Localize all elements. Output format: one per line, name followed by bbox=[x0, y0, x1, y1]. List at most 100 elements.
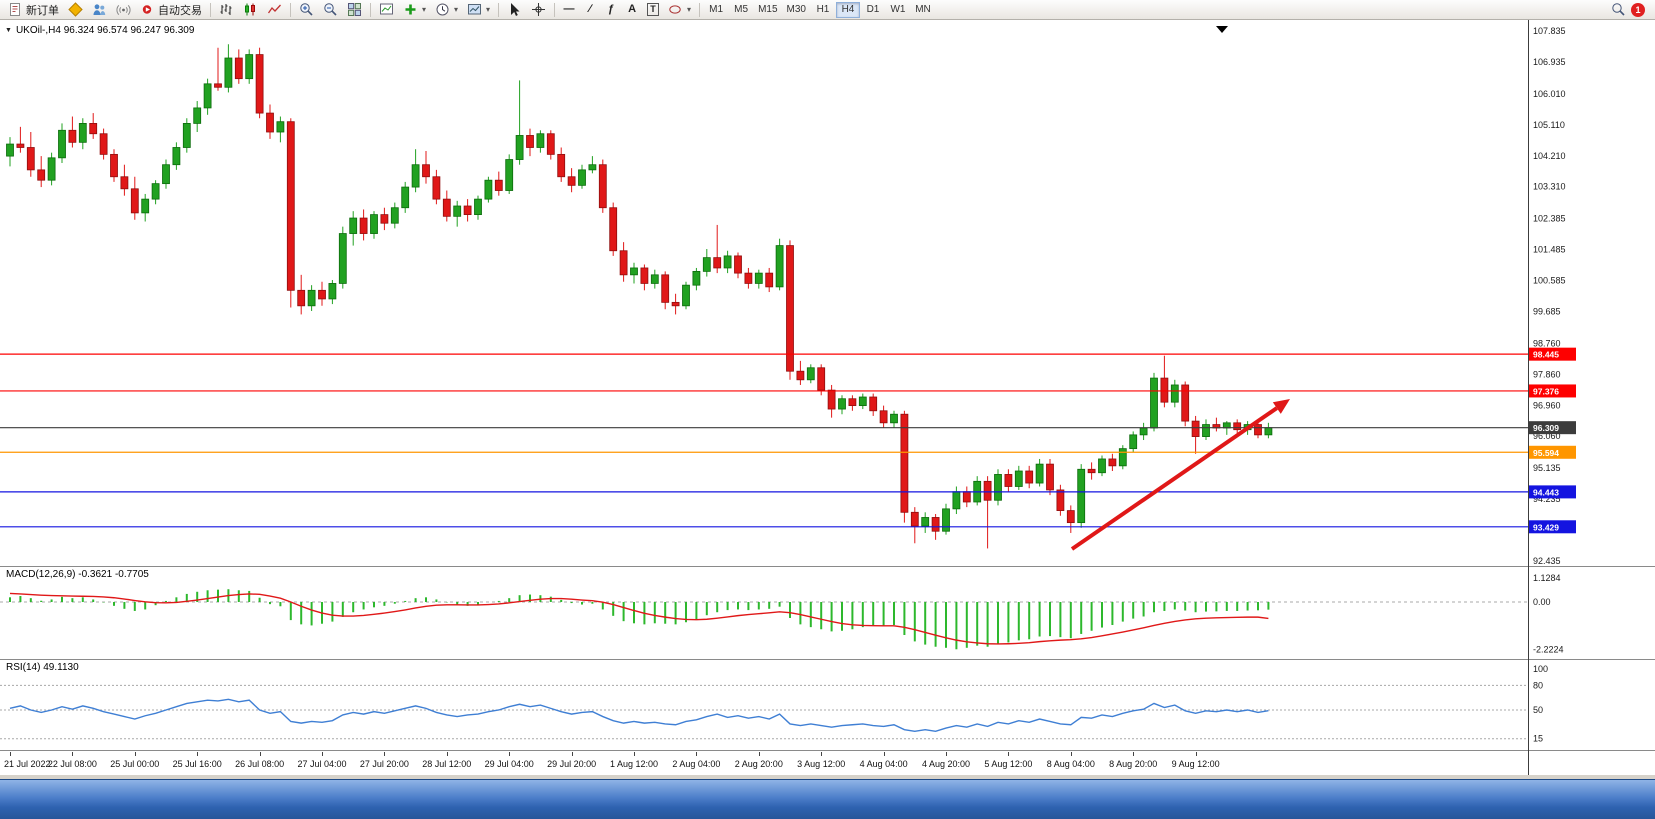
hline-tool-button[interactable]: — bbox=[559, 1, 579, 19]
trendline-tool-button[interactable]: ∕ bbox=[580, 1, 600, 19]
label-tool-button[interactable]: T bbox=[643, 1, 663, 19]
chart-line-button[interactable] bbox=[263, 1, 286, 19]
dropdown-icon: ▾ bbox=[454, 5, 459, 14]
svg-text:105.110: 105.110 bbox=[1533, 120, 1565, 130]
panel-divider-macd-rsi[interactable] bbox=[0, 659, 1655, 660]
svg-text:98.445: 98.445 bbox=[1533, 350, 1559, 360]
svg-text:1.1284: 1.1284 bbox=[1533, 573, 1561, 583]
svg-text:107.835: 107.835 bbox=[1533, 26, 1566, 36]
zoom-out-button[interactable] bbox=[319, 1, 342, 19]
timeframe-d1[interactable]: D1 bbox=[861, 2, 885, 18]
tile-windows-button[interactable] bbox=[343, 1, 366, 19]
zoom-in-icon bbox=[300, 3, 313, 16]
time-tick bbox=[1070, 752, 1072, 756]
timeframe-h1[interactable]: H1 bbox=[811, 2, 835, 18]
add-indicator-plus-icon bbox=[405, 4, 416, 15]
time-axis-divider bbox=[0, 750, 1655, 751]
cursor-tool-button[interactable] bbox=[503, 1, 526, 19]
price-badge-98.445 bbox=[1529, 347, 1576, 361]
rsi-panel-canvas[interactable]: 100 80 50 15 bbox=[0, 660, 1655, 750]
time-label: 1 Aug 12:00 bbox=[609, 759, 659, 769]
time-tick bbox=[1195, 752, 1197, 756]
rsi-axis[interactable]: 100 80 50 15 bbox=[1533, 664, 1548, 744]
signals-broadcast-icon bbox=[116, 5, 131, 15]
new-order-button[interactable]: 新订单 bbox=[4, 1, 63, 19]
svg-text:80: 80 bbox=[1533, 680, 1543, 690]
price-axis[interactable]: 107.835 106.935 106.010 105.110 104.210 103.3… bbox=[1529, 26, 1576, 566]
shapes-tool-button[interactable]: ▾ bbox=[664, 1, 695, 19]
svg-text:94.443: 94.443 bbox=[1533, 487, 1559, 497]
time-label: 8 Aug 20:00 bbox=[1109, 759, 1158, 769]
time-label: 3 Aug 12:00 bbox=[797, 759, 846, 769]
line-chart-icon bbox=[267, 4, 281, 14]
svg-text:97.376: 97.376 bbox=[1533, 386, 1559, 396]
fibonacci-tool-button[interactable]: ƒ bbox=[601, 1, 621, 19]
notification-badge[interactable]: 1 bbox=[1631, 2, 1645, 17]
new-order-icon bbox=[10, 3, 20, 16]
svg-text:106.010: 106.010 bbox=[1533, 89, 1566, 99]
auto-trading-button[interactable]: 自动交易 bbox=[136, 1, 206, 19]
template-button[interactable]: ▾ bbox=[463, 1, 494, 19]
svg-text:92.435: 92.435 bbox=[1533, 556, 1561, 566]
auto-trading-icon bbox=[142, 5, 152, 14]
svg-text:96.960: 96.960 bbox=[1533, 400, 1561, 410]
panel-divider-main-macd[interactable] bbox=[0, 566, 1655, 567]
timeframe-h4[interactable]: H4 bbox=[835, 1, 860, 18]
search-button[interactable] bbox=[1607, 1, 1630, 19]
text-tool-button[interactable]: A bbox=[622, 1, 642, 19]
svg-text:94.235: 94.235 bbox=[1533, 494, 1561, 504]
crosshair-tool-button[interactable] bbox=[527, 1, 550, 19]
rsi-label: RSI(14) 49.1130 bbox=[6, 662, 79, 673]
timeframe-m5[interactable]: M5 bbox=[729, 2, 753, 18]
time-tick bbox=[821, 752, 823, 756]
trend-arrow[interactable] bbox=[1070, 399, 1290, 551]
macd-signal-line bbox=[9, 592, 1269, 645]
time-label: 4 Aug 04:00 bbox=[859, 759, 908, 769]
signals-button[interactable] bbox=[112, 1, 135, 19]
chart-candles-button[interactable] bbox=[239, 1, 262, 19]
macd-histogram bbox=[9, 589, 1270, 650]
text-tool-icon: A bbox=[628, 3, 637, 15]
time-tick bbox=[10, 752, 11, 756]
main-chart-canvas[interactable]: 107.835 106.935 106.010 105.110 104.210 103.3… bbox=[0, 20, 1655, 567]
period-button[interactable]: ▾ bbox=[431, 1, 462, 19]
time-label: 29 Jul 20:00 bbox=[547, 759, 597, 769]
add-indicator-button[interactable]: ▾ bbox=[399, 1, 430, 19]
auto-trading-label: 自动交易 bbox=[158, 4, 202, 17]
indicator-window-button[interactable] bbox=[375, 1, 398, 19]
time-tick bbox=[197, 752, 199, 756]
chart-shift-marker[interactable] bbox=[1216, 26, 1228, 33]
time-label: 25 Jul 16:00 bbox=[172, 759, 222, 769]
time-tick bbox=[259, 752, 261, 756]
toolbar-separator bbox=[210, 2, 211, 17]
horizontal-line-icon: — bbox=[563, 3, 575, 15]
price-badge-93.429 bbox=[1529, 520, 1576, 534]
trendline-icon: ∕ bbox=[589, 3, 591, 15]
timeframe-m30[interactable]: M30 bbox=[783, 2, 810, 18]
taskbar[interactable] bbox=[0, 779, 1655, 819]
chart-bars-button[interactable] bbox=[215, 1, 238, 19]
time-label: 2 Aug 20:00 bbox=[734, 759, 783, 769]
mql-market-button[interactable] bbox=[64, 1, 87, 19]
svg-text:50: 50 bbox=[1533, 705, 1543, 715]
toolbar-separator bbox=[699, 2, 701, 17]
timeframe-m1[interactable]: M1 bbox=[704, 2, 728, 18]
time-label: 9 Aug 12:00 bbox=[1171, 759, 1220, 769]
time-label: 27 Jul 04:00 bbox=[297, 759, 347, 769]
macd-axis[interactable]: 1.1284 0.00 -2.2224 bbox=[1533, 573, 1564, 654]
zoom-in-button[interactable] bbox=[295, 1, 318, 19]
candlestick-chart-icon bbox=[245, 3, 255, 16]
time-tick bbox=[322, 752, 323, 756]
one-click-collapse-icon[interactable]: ▼ bbox=[5, 27, 12, 34]
new-order-label: 新订单 bbox=[26, 4, 59, 17]
time-label: 22 Jul 08:00 bbox=[47, 759, 97, 769]
time-label: 25 Jul 00:00 bbox=[110, 759, 160, 769]
timeframe-mn[interactable]: MN bbox=[911, 2, 935, 18]
community-button[interactable] bbox=[88, 1, 111, 19]
zoom-out-icon bbox=[324, 3, 337, 16]
macd-panel-canvas[interactable]: 1.1284 0.00 -2.2224 bbox=[0, 567, 1655, 659]
timeframe-w1[interactable]: W1 bbox=[886, 2, 910, 18]
time-tick bbox=[696, 752, 698, 756]
timeframe-m15[interactable]: M15 bbox=[754, 2, 781, 18]
time-axis[interactable]: 21 Jul 2022 22 Jul 08:00 25 Jul 00:00 25 Ju… bbox=[0, 751, 1528, 775]
